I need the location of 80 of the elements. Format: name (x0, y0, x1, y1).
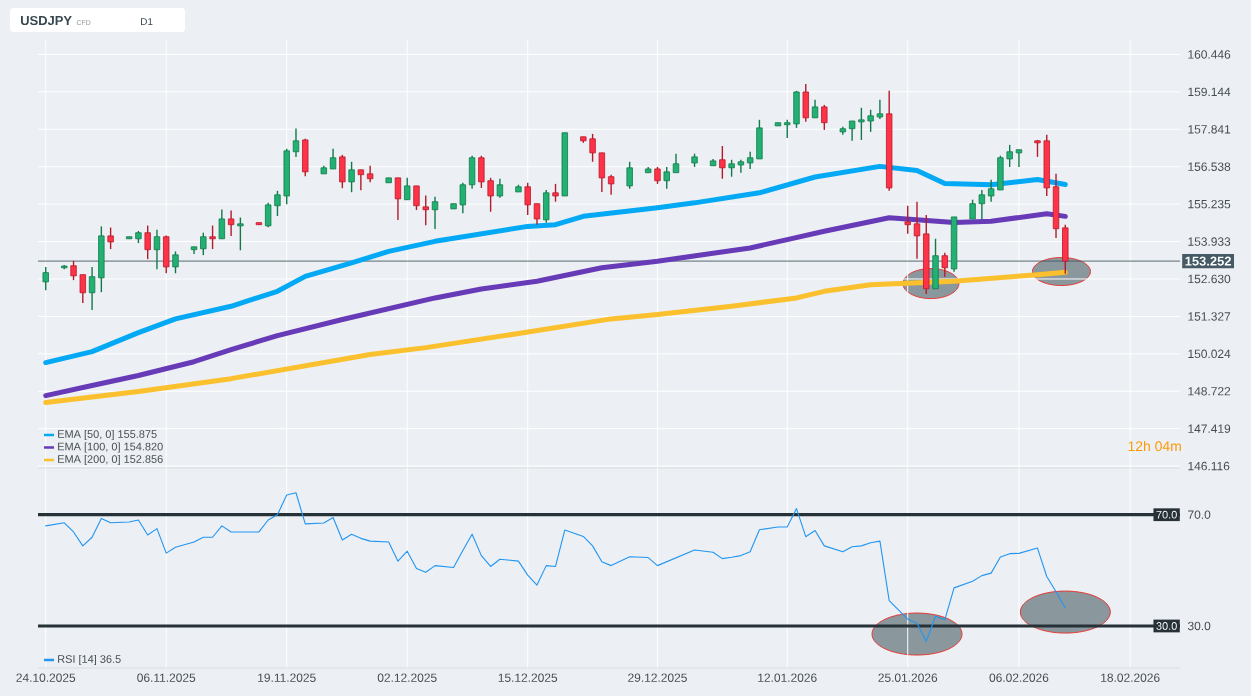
y-tick-label: 151.327 (1188, 312, 1231, 321)
y-tick-label: 148.722 (1188, 387, 1231, 396)
candlestick (209, 224, 216, 250)
candlestick (626, 161, 633, 190)
candlestick (144, 224, 151, 260)
candlestick (88, 266, 96, 311)
candlestick (348, 161, 355, 193)
candlestick (496, 178, 504, 199)
candlestick (987, 179, 995, 203)
y-tick-label: 146.116 (1188, 461, 1230, 471)
candlestick (218, 208, 226, 240)
candlestick (394, 177, 402, 221)
candlestick (969, 198, 976, 220)
legend-label: RSI [14] 36.5 (58, 654, 121, 666)
candlestick (172, 250, 179, 274)
candlestick (904, 205, 911, 235)
candlestick (200, 232, 207, 256)
candlestick (858, 107, 865, 141)
candlestick (329, 148, 337, 170)
candlestick (719, 145, 726, 180)
candlestick (42, 266, 49, 291)
candlestick (784, 119, 791, 139)
candlestick (533, 203, 541, 226)
y-tick-label: 156.538 (1188, 162, 1231, 171)
candlestick (607, 174, 615, 196)
candlestick (265, 202, 272, 228)
annotation: 12h 04m (1128, 440, 1181, 452)
x-tick-label: 18.02.2026 (1101, 673, 1160, 682)
candlestick (1015, 149, 1023, 168)
candlestick (867, 109, 874, 133)
x-tick-label: 15.12.2025 (498, 673, 558, 682)
candlestick (227, 209, 235, 237)
candlestick (274, 190, 281, 217)
candlestick (821, 104, 828, 131)
chart-title: USDJPY (20, 15, 72, 26)
candlestick (524, 182, 531, 216)
x-tick-label: 25.01.2026 (878, 673, 938, 682)
x-tick-label: 12.01.2026 (758, 673, 817, 682)
candlestick (413, 185, 420, 211)
candlestick (848, 120, 856, 142)
x-tick-label: 06.02.2026 (989, 673, 1049, 682)
candlestick (431, 196, 439, 230)
legend-label: EMA [50, 0] 155.875 (58, 429, 157, 441)
y-tick-label: 147.419 (1188, 424, 1231, 433)
x-tick-label: 06.11.2025 (137, 673, 196, 682)
candlestick (459, 182, 467, 214)
y-tick-label: 152.630 (1188, 274, 1231, 284)
candlestick (237, 216, 244, 251)
ref-line-label: 153.252 (1185, 256, 1231, 266)
x-tick-label: 29.12.2025 (628, 673, 687, 682)
y-tick-label: 157.841 (1188, 125, 1231, 134)
candlestick (663, 166, 670, 190)
candlestick (913, 201, 921, 260)
legend-label: EMA [200, 0] 152.856 (58, 454, 163, 466)
candlestick (404, 177, 411, 201)
x-tick-label: 24.10.2025 (16, 673, 76, 682)
candlestick (589, 133, 596, 163)
candlestick (70, 260, 77, 281)
candlestick (941, 252, 948, 278)
candlestick (79, 273, 86, 304)
candlestick (1006, 144, 1013, 168)
candlestick (876, 99, 884, 120)
y-tick-label: 159.144 (1188, 87, 1231, 97)
text: D1 (141, 18, 153, 25)
x-tick-label: 02.12.2025 (377, 673, 437, 682)
y-tick-label: 150.024 (1188, 349, 1231, 359)
candlestick (153, 229, 161, 270)
candlestick (487, 177, 494, 213)
x-tick-label: 19.11.2025 (258, 673, 316, 682)
candlestick (292, 127, 300, 158)
candlestick (672, 153, 680, 174)
legend-label: EMA [100, 0] 154.820 (58, 442, 163, 453)
candlestick (811, 99, 819, 119)
candlestick (978, 189, 986, 220)
y-tick-label: 153.933 (1188, 237, 1231, 246)
candlestick (357, 169, 365, 191)
candlestick (422, 194, 429, 226)
y-tick-label: 155.235 (1188, 199, 1231, 209)
y-tick-label: 160.446 (1188, 50, 1231, 59)
candlestick (107, 226, 114, 250)
